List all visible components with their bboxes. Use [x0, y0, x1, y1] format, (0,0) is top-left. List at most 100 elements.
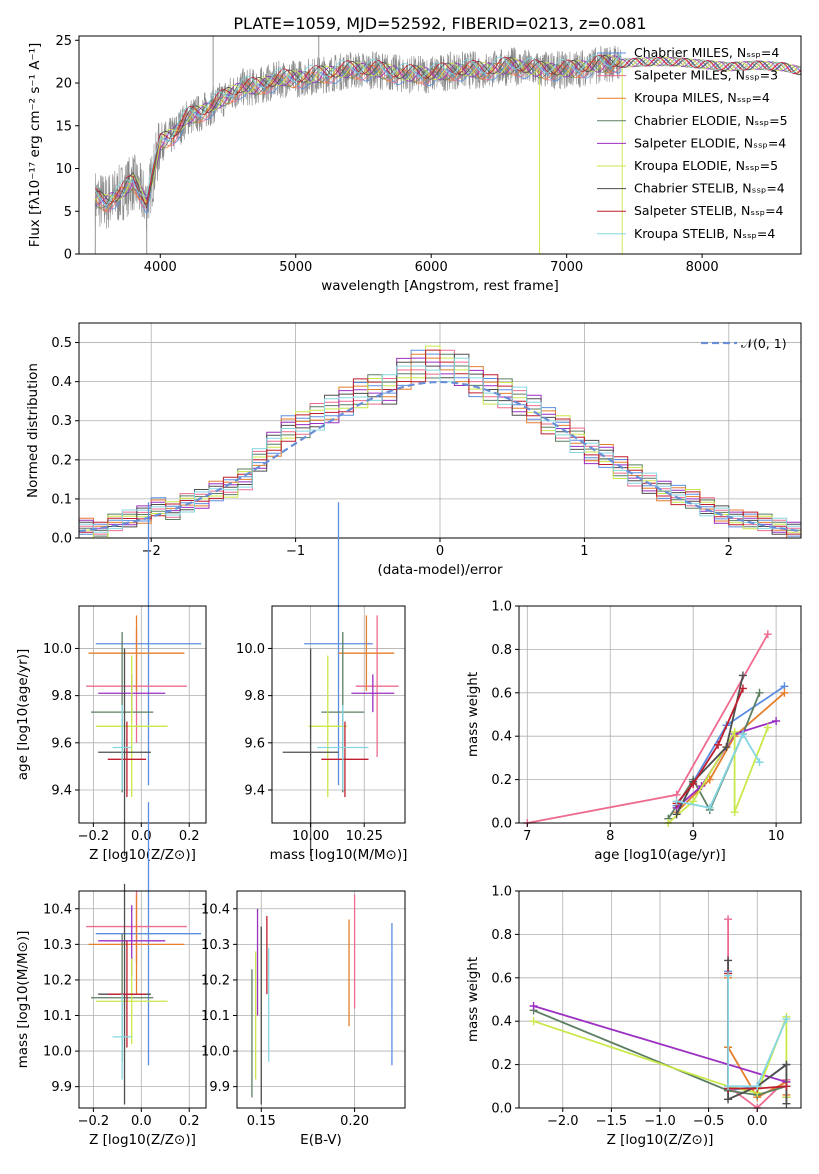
- axes-frame: [78, 890, 207, 1109]
- age-vs-metallicity-panel: −0.2 0.0 0.2 9.4 9.6 9.8 10.0 Z [log10(Z/Z⊙)] ag…: [15, 502, 207, 863]
- axes: −2.0 −1.5 −1.0 −0.5 0.0 0.0 0.2 0.4 0.6 0.8 1.0 Z […: [465, 885, 802, 1148]
- y-tick-label: 10.1: [43, 1009, 72, 1024]
- x-tick-label: 0.2: [179, 1114, 200, 1129]
- y-tick-label: 0.3: [51, 414, 72, 429]
- y-axis-label: Normed distribution: [25, 363, 41, 498]
- weight-point-chabrier_stelib: [724, 1095, 733, 1104]
- legend-label: Kroupa ELODIE, Nₛₛₚ=5: [634, 158, 778, 173]
- axes-frame: [236, 890, 406, 1109]
- y-tick-label: 1.0: [491, 885, 512, 900]
- legend-label: Kroupa STELIB, Nₛₛₚ=4: [634, 226, 775, 241]
- x-tick-label: 0: [436, 544, 444, 559]
- y-tick-label: 0.4: [51, 375, 72, 390]
- weight-point-kroupa_stelib: [755, 758, 764, 767]
- x-tick-label: 1: [580, 544, 588, 559]
- y-tick-label: 10.2: [43, 973, 72, 988]
- axes-frame: [78, 35, 802, 255]
- x-tick-label: −1.0: [644, 1114, 676, 1129]
- gridlines: [79, 891, 206, 1108]
- legend-label: Kroupa MILES, Nₛₛₚ=4: [634, 90, 770, 105]
- weight-point-chabrier_stelib: [724, 956, 733, 965]
- weight-point-salpeter_stelib: [714, 740, 723, 749]
- axes: −0.2 0.0 0.2 9.4 9.6 9.8 10.0 Z [log10(Z/Z⊙)] ag…: [15, 605, 207, 863]
- x-tick-label: −2: [142, 544, 161, 559]
- x-tick-label: −1: [286, 544, 305, 559]
- axes-frame: [518, 605, 802, 824]
- x-tick-label: 0.15: [247, 1114, 276, 1129]
- y-tick-label: 10.3: [43, 938, 72, 953]
- plot-area: [86, 502, 202, 857]
- model-spectrum-salpeter_stelib: [95, 54, 801, 205]
- axes: −0.2 0.0 0.2 9.9 10.0 10.1 10.2 10.3 10.4 Z [log1…: [15, 890, 207, 1148]
- x-tick-label: 0.0: [131, 1114, 152, 1129]
- y-tick-label: 0.8: [491, 643, 512, 658]
- x-tick-label: 0.2: [179, 829, 200, 844]
- y-axis-label: Flux [fλ10⁻¹⁷ erg cm⁻² s⁻¹ A⁻¹]: [27, 43, 43, 248]
- weight-line-salpeter_stelib: [675, 688, 744, 805]
- weight-point-kroupa_stelib: [782, 1015, 791, 1024]
- y-tick-label: 0: [64, 248, 72, 263]
- residual-histogram-panel: −2 −1 0 1 2 0.0 0.1 0.2 0.3 0.4 0.5 (data-model)/er…: [25, 322, 802, 578]
- axes: 7 8 9 10 0.0 0.2 0.4 0.6 0.8 1.0 age [log10(age/yr…: [465, 600, 802, 863]
- x-axis-label: Z [log10(Z/Z⊙)]: [607, 1132, 714, 1148]
- weight-point-chabrier_stelib: [722, 743, 731, 752]
- x-tick-label: −1.5: [596, 1114, 628, 1129]
- weight-point-salpeter_elodie: [529, 1002, 538, 1011]
- plot-area: [523, 630, 789, 827]
- y-tick-label: 10.0: [201, 1045, 230, 1060]
- axes: −2 −1 0 1 2 0.0 0.1 0.2 0.3 0.4 0.5 (data-model)/er…: [25, 322, 802, 578]
- y-tick-label: 9.4: [51, 783, 72, 798]
- plot-area: [94, 36, 801, 254]
- x-axis-label: Z [log10(Z/Z⊙)]: [89, 1132, 196, 1148]
- x-axis-label: mass [log10(M/M⊙)]: [270, 847, 408, 863]
- x-tick-label: 7000: [550, 260, 583, 275]
- weight-line-kroupa_stelib: [676, 732, 761, 809]
- weight-point-kroupa_elodie: [730, 808, 739, 817]
- weight-point-chabrier_stelib: [782, 1099, 791, 1108]
- weight-point-kroupa_stelib: [672, 797, 681, 806]
- y-tick-label: 5: [64, 205, 72, 220]
- y-tick-label: 0.4: [491, 1015, 512, 1030]
- weight-point-kroupa_stelib: [724, 1082, 733, 1091]
- weight-point-salpeter_miles: [724, 915, 733, 924]
- axes-frame: [78, 605, 207, 824]
- y-tick-label: 20: [55, 77, 72, 92]
- y-tick-label: 10.0: [43, 1045, 72, 1060]
- plot-area: [529, 915, 791, 1112]
- x-tick-label: −0.2: [78, 1114, 110, 1129]
- y-tick-label: 10.4: [43, 902, 72, 917]
- gridlines: [79, 606, 206, 823]
- legend-label: Chabrier MILES, Nₛₛₚ=4: [634, 45, 779, 60]
- spectrum-panel: 4000 5000 6000 7000 8000 0 5 10 15 20 25 wavelength…: [27, 34, 802, 294]
- legend-label: Chabrier ELODIE, Nₛₛₚ=5: [634, 113, 788, 128]
- weight-point-kroupa_elodie: [730, 727, 739, 736]
- gridlines: [519, 890, 801, 1109]
- y-axis-label: mass weight: [465, 957, 481, 1042]
- model-spectrum-salpeter_elodie: [95, 55, 801, 206]
- y-tick-label: 9.9: [209, 1080, 230, 1095]
- weight-point-chabrier_stelib: [672, 810, 681, 819]
- mass-weight-vs-metallicity-panel: −2.0 −1.5 −1.0 −0.5 0.0 0.0 0.2 0.4 0.6 0.8 1.0 Z […: [465, 885, 802, 1148]
- x-axis-label: wavelength [Angstrom, rest frame]: [321, 278, 559, 294]
- weight-line-chabrier_stelib: [675, 675, 744, 815]
- y-tick-label: 10.0: [43, 642, 72, 657]
- weight-point-salpeter_miles: [763, 630, 772, 639]
- legend: Chabrier MILES, Nₛₛₚ=4 Salpeter MILES, Nₛ…: [597, 45, 788, 241]
- legend-label: Salpeter STELIB, Nₛₛₚ=4: [634, 203, 784, 218]
- x-tick-label: 0.20: [340, 1114, 369, 1129]
- x-tick-label: −0.2: [78, 829, 110, 844]
- y-tick-label: 10.4: [201, 902, 230, 917]
- mass-weight-vs-age-panel: 7 8 9 10 0.0 0.2 0.4 0.6 0.8 1.0 age [log10(age/yr…: [465, 600, 802, 863]
- legend-label: Salpeter ELODIE, Nₛₛₚ=4: [634, 135, 786, 150]
- histogram-kroupa_stelib: [79, 357, 801, 533]
- x-tick-label: 4000: [144, 260, 177, 275]
- x-tick-label: 8: [606, 829, 614, 844]
- weight-point-salpeter_stelib: [738, 684, 747, 693]
- y-tick-label: 0.0: [51, 532, 72, 547]
- x-tick-label: 10.00: [292, 829, 329, 844]
- y-tick-label: 10.3: [201, 938, 230, 953]
- weight-point-kroupa_stelib: [705, 803, 714, 812]
- model-spectrum-kroupa_stelib: [94, 52, 801, 206]
- weight-line-salpeter_elodie: [676, 720, 777, 809]
- axes: 4000 5000 6000 7000 8000 0 5 10 15 20 25 wavelength…: [27, 34, 802, 294]
